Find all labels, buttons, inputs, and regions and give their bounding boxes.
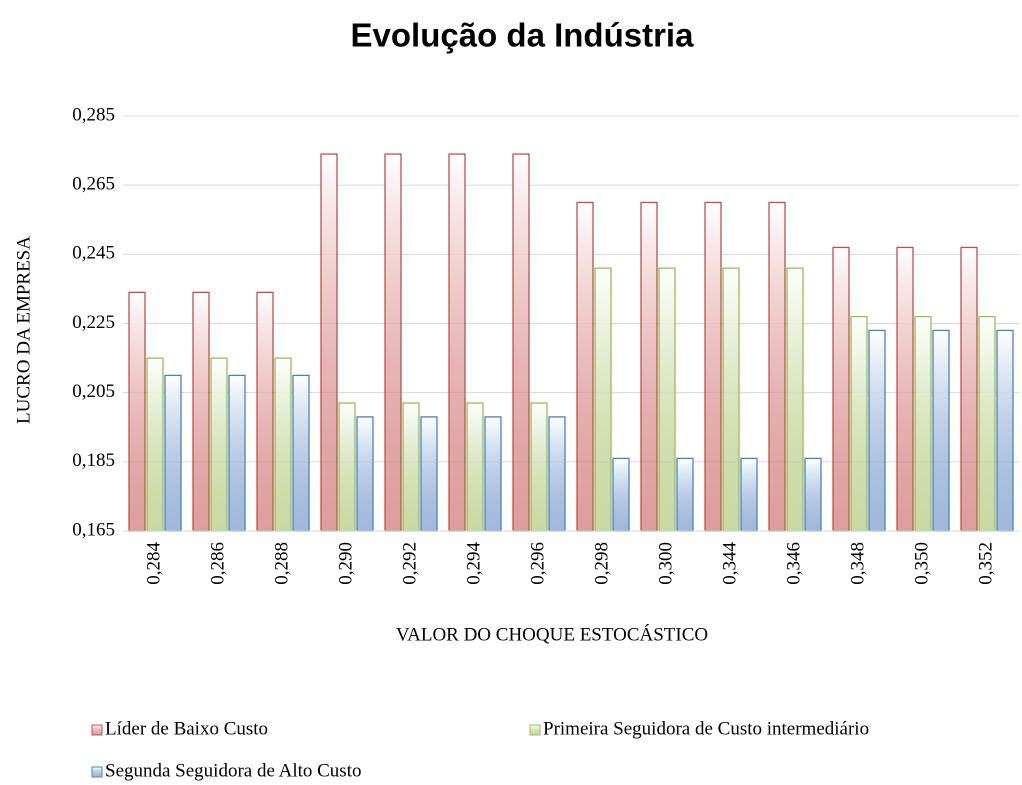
x-tick-label: 0,344: [719, 542, 740, 585]
legend-label: Líder de Baixo Custo: [105, 718, 268, 739]
bar: [338, 402, 356, 532]
bar: [978, 315, 996, 532]
legend-swatch: [91, 766, 103, 778]
bar: [640, 201, 658, 532]
x-tick-label: 0,286: [207, 542, 228, 585]
bar: [868, 329, 886, 532]
y-axis-title: LUCRO DA EMPRESA: [13, 236, 34, 424]
bar: [576, 201, 594, 532]
bar: [768, 201, 786, 532]
legend-label: Segunda Seguidora de Alto Custo: [105, 760, 361, 781]
bar: [786, 267, 804, 532]
bar: [932, 329, 950, 532]
x-tick-label: 0,346: [783, 542, 804, 585]
bar: [210, 357, 228, 532]
bar: [228, 374, 246, 532]
x-tick-label: 0,284: [143, 542, 164, 585]
y-tick-label: 0,285: [72, 104, 115, 125]
chart-title: Evolução da Indústria: [351, 17, 695, 54]
bar: [996, 329, 1014, 532]
bar: [832, 246, 850, 532]
bar: [274, 357, 292, 532]
x-tick-label: 0,290: [335, 542, 356, 585]
bar: [704, 201, 722, 532]
bar: [850, 315, 868, 532]
bar: [384, 153, 402, 532]
bar: [512, 153, 530, 532]
x-tick-label: 0,288: [271, 542, 292, 585]
bar: [594, 267, 612, 532]
y-tick-label: 0,185: [72, 450, 115, 471]
bar: [960, 246, 978, 532]
bar: [448, 153, 466, 532]
x-tick-label: 0,292: [399, 542, 420, 585]
x-tick-label: 0,296: [527, 542, 548, 585]
legend-swatch: [91, 724, 103, 736]
x-tick-label: 0,350: [911, 542, 932, 585]
bar: [612, 457, 630, 532]
bar: [466, 402, 484, 532]
y-tick-label: 0,245: [72, 243, 115, 264]
x-tick-label: 0,352: [975, 542, 996, 585]
bar: [676, 457, 694, 532]
bar: [896, 246, 914, 532]
legend-label: Primeira Seguidora de Custo intermediári…: [543, 718, 869, 739]
bar: [146, 357, 164, 532]
bar: [164, 374, 182, 532]
y-tick-label: 0,205: [72, 381, 115, 402]
bar: [740, 457, 758, 532]
bar: [548, 416, 566, 532]
bar: [804, 457, 822, 532]
bar: [484, 416, 502, 532]
x-axis-title: VALOR DO CHOQUE ESTOCÁSTICO: [396, 623, 708, 645]
y-tick-label: 0,225: [72, 312, 115, 333]
x-tick-label: 0,298: [591, 542, 612, 585]
bar: [530, 402, 548, 532]
bar: [320, 153, 338, 532]
bar: [722, 267, 740, 532]
bar: [658, 267, 676, 532]
x-tick-label: 0,300: [655, 542, 676, 585]
bar: [402, 402, 420, 532]
bar: [292, 374, 310, 532]
bar: [192, 291, 210, 532]
bar: [420, 416, 438, 532]
bar: [356, 416, 374, 532]
bar: [914, 315, 932, 532]
x-tick-label: 0,294: [463, 542, 484, 585]
legend-swatch: [529, 724, 541, 736]
bar: [128, 291, 146, 532]
y-tick-label: 0,265: [72, 174, 115, 195]
bar: [256, 291, 274, 532]
x-tick-label: 0,348: [847, 542, 868, 585]
y-tick-label: 0,165: [72, 519, 115, 540]
